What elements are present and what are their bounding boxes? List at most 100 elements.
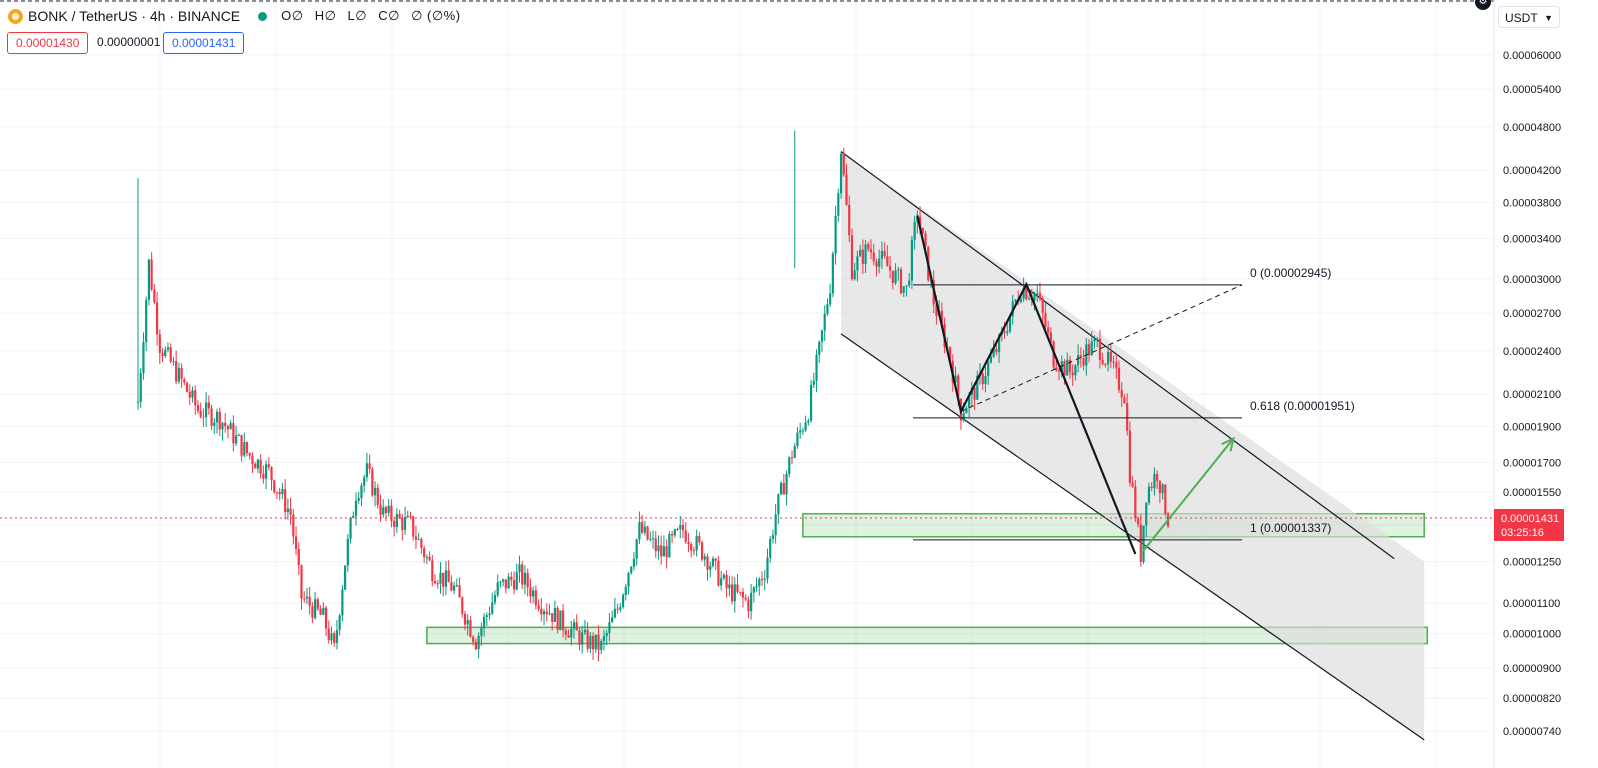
- candle-body: [935, 304, 938, 317]
- fib-level-label: 0.618 (0.00001951): [1250, 399, 1355, 413]
- candle-body: [311, 606, 314, 618]
- candle-body: [720, 578, 723, 586]
- candle-body: [237, 435, 240, 437]
- price-tick-label: 0.00003000: [1503, 274, 1561, 286]
- candle-body: [1101, 360, 1104, 365]
- price-tick-label: 0.00001900: [1503, 421, 1561, 433]
- candle-body: [1079, 355, 1082, 359]
- candle-body: [502, 579, 505, 582]
- candle-body: [166, 347, 170, 350]
- candle-body: [275, 491, 279, 493]
- candle-body: [442, 572, 445, 587]
- settings-icon[interactable]: ⚙: [1475, 0, 1491, 10]
- currency-select[interactable]: USDT ▼: [1498, 6, 1560, 28]
- candle-body: [191, 390, 194, 398]
- candle-body: [521, 564, 524, 585]
- candle-body: [1044, 312, 1047, 328]
- candle-body: [335, 630, 339, 643]
- candle-body: [447, 570, 450, 583]
- candle-body: [1109, 351, 1112, 362]
- candle-body: [856, 256, 859, 271]
- candle-body: [518, 564, 521, 573]
- candle-body: [883, 250, 886, 257]
- candle-body: [624, 586, 627, 595]
- candle-body: [281, 489, 284, 495]
- candle-body: [905, 285, 908, 287]
- sell-price-button[interactable]: 0.00001430: [7, 32, 89, 54]
- candle-body: [431, 560, 434, 582]
- candle-body: [398, 513, 401, 519]
- candle-body: [739, 591, 742, 593]
- candle-body: [412, 516, 415, 537]
- candle-body: [183, 379, 186, 383]
- candle-body: [908, 280, 911, 286]
- price-tick-label: 0.00001100: [1503, 598, 1560, 610]
- candle-body: [1041, 298, 1044, 313]
- market-status-icon[interactable]: [258, 11, 268, 21]
- candle-body: [630, 566, 633, 573]
- candle-body: [646, 526, 649, 540]
- candle-body: [414, 536, 418, 540]
- candle-body: [1033, 293, 1036, 301]
- candle-body: [297, 549, 300, 566]
- candle-body: [264, 464, 268, 479]
- candle-body: [180, 367, 183, 380]
- candle-body: [889, 266, 892, 271]
- candle-body: [205, 402, 208, 418]
- candle-body: [643, 526, 646, 533]
- candle-body: [995, 348, 998, 353]
- candle-body: [1087, 344, 1091, 356]
- candle-body: [894, 270, 897, 283]
- candle-body: [583, 629, 586, 633]
- candle-body: [365, 463, 368, 478]
- price-tick-label: 0.00000900: [1503, 663, 1561, 675]
- candle-body: [948, 347, 952, 361]
- candle-body: [177, 367, 180, 382]
- candle-body: [728, 584, 731, 589]
- candle-body: [1055, 367, 1058, 371]
- candle-body: [240, 435, 243, 456]
- candle-body: [1156, 473, 1159, 481]
- candle-body: [324, 607, 328, 629]
- candle-body: [730, 584, 734, 602]
- candle-body: [488, 613, 491, 616]
- candle-body: [175, 361, 178, 382]
- candle-body: [423, 548, 426, 558]
- price-tick-label: 0.00002700: [1503, 308, 1561, 320]
- candle-body: [940, 310, 943, 325]
- ohlc-open: O∅: [281, 8, 304, 23]
- price-axis[interactable]: 0.00006000 0.00005400 0.00004800 0.00004200…: [1493, 0, 1598, 768]
- candle-body: [848, 204, 851, 236]
- candle-body: [188, 391, 191, 398]
- candle-body: [319, 608, 322, 615]
- buy-price-button[interactable]: 0.00001431: [163, 32, 245, 54]
- candle-body: [1150, 486, 1153, 488]
- candle-body: [973, 387, 976, 400]
- candle-body: [897, 269, 900, 271]
- candle-body: [676, 529, 679, 531]
- candle-body: [243, 442, 246, 456]
- candle-body: [314, 599, 317, 618]
- candle-body: [1003, 331, 1006, 334]
- spread-value: 0.00000001: [97, 35, 161, 49]
- candle-body: [330, 633, 333, 641]
- candle-body: [616, 608, 619, 610]
- channel-lower-line: [840, 333, 1425, 741]
- currency-label: USDT: [1505, 11, 1538, 25]
- candle-body: [1090, 341, 1093, 356]
- candle-body: [433, 581, 437, 584]
- candle-body: [545, 611, 548, 615]
- candle-body: [820, 330, 824, 342]
- price-tick-label: 0.00003800: [1503, 198, 1561, 210]
- candle-body: [690, 544, 693, 551]
- ohlc-high: H∅: [314, 8, 337, 23]
- candle-body: [1164, 484, 1167, 514]
- candle-body: [839, 153, 843, 194]
- candle-body: [867, 244, 870, 250]
- candle-body: [747, 599, 750, 612]
- candle-body: [984, 376, 987, 385]
- symbol-title[interactable]: BONK / TetherUS · 4h · BINANCE: [28, 8, 241, 24]
- candle-body: [766, 557, 769, 579]
- candle-body: [526, 572, 529, 588]
